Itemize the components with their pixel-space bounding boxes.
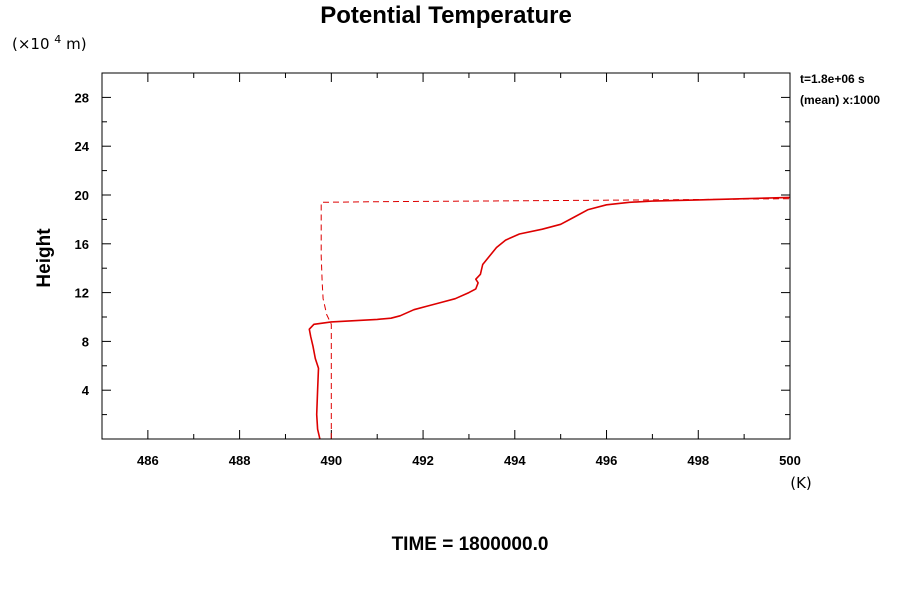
x-tick-label: 498 [687, 453, 709, 468]
x-tick-label: 490 [320, 453, 342, 468]
series-group [308, 196, 791, 440]
y-unit-exponent: 4 [54, 33, 61, 46]
plot-frame [101, 72, 791, 440]
series-line-dashed [320, 198, 791, 439]
scale-annotation: (mean) x:1000 [800, 93, 880, 107]
y-axis-label: Height [34, 228, 55, 288]
x-tick-label: 496 [596, 453, 618, 468]
y-tick-label: 12 [75, 286, 89, 301]
y-axis-tick-labels: 4 8 12 16 20 24 28 [75, 90, 90, 398]
series-line-solid [308, 196, 791, 440]
x-tick-label: 486 [137, 453, 159, 468]
x-tick-label: 488 [229, 453, 251, 468]
x-axis-tick-labels: 486 488 490 492 494 496 498 500 [137, 453, 801, 468]
y-tick-label: 4 [82, 383, 90, 398]
x-axis-unit: (K) [790, 474, 812, 492]
x-axis-ticks [101, 73, 791, 439]
y-axis-ticks [102, 96, 790, 416]
y-tick-label: 8 [82, 334, 89, 349]
time-footer: TIME = 1800000.0 [392, 534, 549, 555]
chart-title: Potential Temperature [320, 2, 572, 29]
y-axis-unit: (×10 4 m) [12, 29, 87, 53]
y-tick-label: 20 [75, 188, 89, 203]
time-annotation: t=1.8e+06 s [800, 72, 865, 86]
y-tick-label: 16 [75, 237, 89, 252]
y-unit-prefix: (×10 [12, 35, 50, 53]
x-tick-label: 494 [504, 453, 526, 468]
y-tick-label: 24 [75, 139, 90, 154]
y-tick-label: 28 [75, 90, 89, 105]
x-tick-label: 500 [779, 453, 801, 468]
x-tick-label: 492 [412, 453, 434, 468]
y-unit-suffix: m) [66, 35, 86, 53]
